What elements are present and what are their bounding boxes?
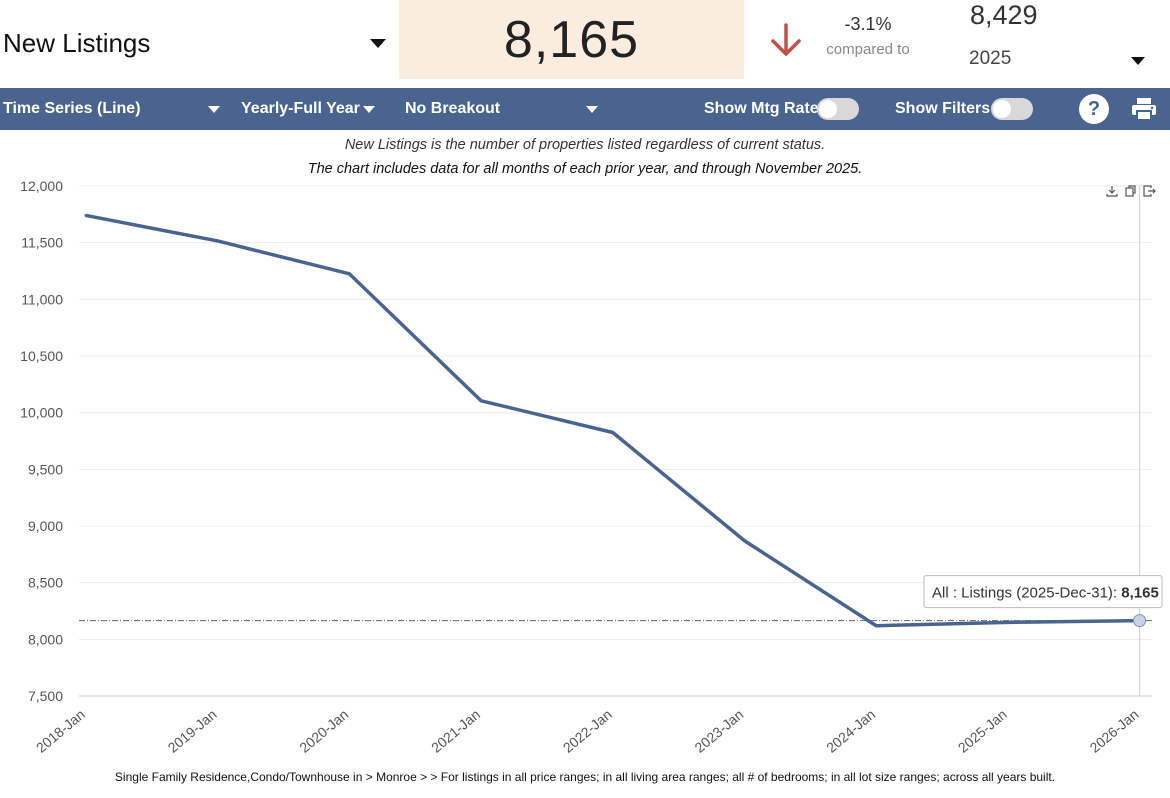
compare-year-select[interactable]: 2025 <box>965 44 1155 76</box>
data-point[interactable] <box>1006 620 1010 624</box>
chart-description: New Listings is the number of properties… <box>344 137 826 153</box>
chevron-down-icon <box>586 106 598 113</box>
x-tick-label: 2022-Jan <box>560 706 615 756</box>
y-tick-label: 11,500 <box>21 235 63 251</box>
x-tick-label: 2018-Jan <box>33 706 88 756</box>
x-tick-label: 2021-Jan <box>428 706 483 756</box>
compare-year-label: 2025 <box>969 48 1012 69</box>
current-value-box: 8,165 <box>399 0 744 79</box>
download-icon[interactable] <box>1106 186 1118 197</box>
data-point[interactable] <box>216 239 220 243</box>
x-tick-label: 2020-Jan <box>296 706 351 756</box>
data-points <box>84 213 1147 628</box>
y-axis-labels: 7,500 8,000 8,500 9,000 9,500 10,000 10,500 11,… <box>20 178 63 704</box>
tooltip-value: 8,165 <box>1121 585 1159 602</box>
toggle-knob <box>993 100 1011 118</box>
period-label: Yearly-Full Year <box>241 100 360 117</box>
chart-svg: 7,500 8,000 8,500 9,000 9,500 10,000 10,500 11,… <box>20 178 1163 756</box>
chevron-down-icon <box>1131 57 1145 65</box>
line-chart: 7,500 8,000 8,500 9,000 9,500 10,000 10,500 11,… <box>0 175 1170 770</box>
x-tick-label: 2023-Jan <box>691 706 746 756</box>
data-point[interactable] <box>347 272 351 276</box>
filter-summary: Single Family Residence,Condo/Townhouse … <box>114 770 1056 784</box>
y-tick-label: 8,500 <box>28 575 63 591</box>
filters-label: Show Filters: <box>895 100 996 117</box>
data-point[interactable] <box>874 624 878 628</box>
toolbar: Time Series (Line) Yearly-Full Year No B… <box>0 88 1170 130</box>
chart-type-select[interactable]: Time Series (Line) <box>3 88 225 130</box>
chart-data-note: The chart includes data for all months o… <box>307 161 863 177</box>
data-point[interactable] <box>743 539 746 543</box>
y-tick-label: 10,500 <box>20 348 63 364</box>
chart-type-label: Time Series (Line) <box>3 100 141 117</box>
series-line[interactable] <box>85 213 1140 628</box>
tooltip-label: All : Listings (2025-Dec-31): <box>932 585 1121 602</box>
y-tick-label: 9,000 <box>28 518 63 534</box>
period-select[interactable]: Yearly-Full Year <box>241 88 381 130</box>
x-tick-label: 2025-Jan <box>955 706 1010 756</box>
y-tick-label: 10,000 <box>20 405 63 421</box>
data-point[interactable] <box>84 213 88 217</box>
highlighted-point[interactable] <box>1133 614 1147 628</box>
change-percent: -3.1% <box>844 14 892 34</box>
x-tick-label: 2026-Jan <box>1087 706 1142 756</box>
filters-toggle[interactable] <box>991 98 1033 120</box>
metric-label: New Listings <box>3 27 151 58</box>
chevron-down-icon <box>208 106 220 113</box>
y-tick-label: 11,000 <box>21 291 63 307</box>
mtg-rate-label: Show Mtg Rate: <box>704 100 824 117</box>
y-tick-label: 9,500 <box>28 461 63 477</box>
print-icon[interactable] <box>1131 97 1157 121</box>
x-tick-label: 2024-Jan <box>823 706 878 756</box>
chevron-down-icon <box>363 106 375 113</box>
data-point[interactable] <box>611 431 615 434</box>
chevron-down-icon <box>370 39 386 48</box>
copy-icon[interactable] <box>1125 185 1136 197</box>
tooltip: All : Listings (2025-Dec-31): 8,165 <box>923 575 1163 609</box>
breakout-label: No Breakout <box>405 100 501 117</box>
help-icon[interactable]: ? <box>1079 94 1109 124</box>
x-tick-label: 2019-Jan <box>165 706 220 756</box>
toggle-knob <box>819 100 837 118</box>
breakout-select[interactable]: No Breakout <box>405 88 605 130</box>
tooltip-text: All : Listings (2025-Dec-31): 8,165 <box>932 585 1159 602</box>
x-axis-labels: 2018-Jan 2019-Jan 2020-Jan 2021-Jan 2022-Jan… <box>33 706 1142 756</box>
compared-to-label: compared to <box>826 41 910 58</box>
header: New Listings 8,165 -3.1% compared to 8,4… <box>0 0 1170 88</box>
current-value: 8,165 <box>503 10 640 69</box>
export-icon[interactable] <box>1143 185 1156 197</box>
prior-value: 8,429 <box>970 0 1038 30</box>
y-tick-label: 12,000 <box>20 178 63 194</box>
metric-select[interactable]: New Listings <box>0 18 392 68</box>
mtg-rate-toggle[interactable] <box>817 98 859 120</box>
y-tick-label: 8,000 <box>28 631 63 647</box>
data-point[interactable] <box>479 399 483 403</box>
arrow-down-icon <box>771 23 801 56</box>
y-tick-label: 7,500 <box>28 688 63 704</box>
gridlines <box>79 185 1152 697</box>
